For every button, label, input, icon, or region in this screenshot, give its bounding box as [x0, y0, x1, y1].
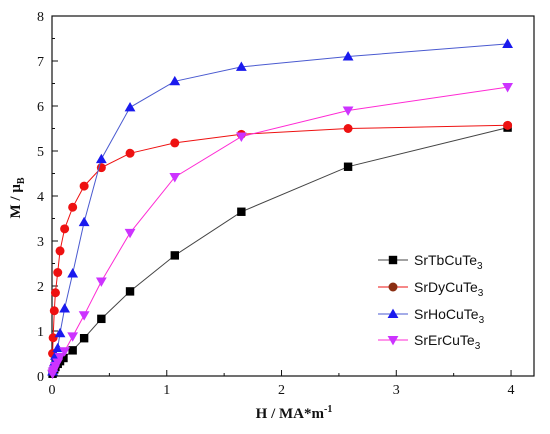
y-tick-label: 1	[37, 325, 44, 340]
data-point	[68, 346, 77, 355]
data-point	[170, 138, 180, 148]
data-point	[169, 75, 181, 86]
data-point	[59, 347, 71, 357]
data-point	[53, 268, 63, 277]
data-point	[50, 288, 60, 298]
x-tick-label: 1	[163, 383, 170, 398]
series-SrDyCuTe3	[48, 120, 513, 358]
data-point	[502, 38, 514, 48]
legend-marker	[388, 255, 398, 265]
data-point	[95, 153, 107, 164]
series-line	[52, 43, 508, 372]
data-point	[52, 342, 64, 353]
legend-label: SrTbCuTe3	[414, 252, 483, 272]
legend-marker	[387, 335, 399, 346]
data-point	[67, 268, 79, 278]
data-point	[124, 228, 136, 239]
data-point	[235, 61, 247, 71]
plot-frame	[51, 15, 535, 377]
x-tick-label: 2	[278, 383, 285, 398]
legend-item: SrErCuTe3	[378, 332, 481, 352]
legend-marker	[388, 282, 398, 292]
data-point	[503, 120, 513, 130]
data-point	[235, 132, 247, 142]
y-tick-label: 5	[37, 145, 44, 160]
legend-item: SrDyCuTe3	[378, 279, 484, 299]
data-point	[95, 277, 107, 287]
data-point	[343, 124, 353, 133]
y-tick-label: 6	[37, 100, 44, 115]
y-tick-label: 2	[37, 280, 44, 295]
data-point	[237, 207, 246, 216]
data-point	[68, 202, 78, 212]
y-tick-label: 0	[37, 370, 44, 385]
data-point	[49, 306, 59, 316]
data-point	[169, 173, 181, 183]
x-tick-label: 0	[49, 383, 56, 398]
data-point	[343, 162, 353, 171]
data-point	[79, 334, 89, 343]
legend-marker	[387, 308, 399, 319]
legend-label: SrErCuTe3	[414, 332, 481, 352]
data-point	[125, 148, 135, 158]
y-tick-label: 4	[37, 190, 44, 205]
data-point	[48, 333, 58, 343]
data-point	[78, 216, 90, 227]
data-point	[59, 303, 71, 313]
legend-label: SrDyCuTe3	[414, 279, 484, 299]
y-tick-label: 7	[37, 55, 44, 70]
legend-item: SrHoCuTe3	[378, 306, 485, 326]
data-point	[125, 287, 135, 296]
data-point	[97, 314, 106, 324]
legend-item: SrTbCuTe3	[378, 252, 483, 272]
data-point	[55, 246, 65, 256]
y-tick-label: 8	[37, 10, 44, 25]
data-point	[79, 181, 89, 191]
legend-label: SrHoCuTe3	[414, 306, 485, 326]
data-point	[124, 101, 136, 112]
data-point	[60, 224, 70, 234]
series-line	[52, 86, 508, 374]
data-point	[342, 106, 354, 116]
data-point	[170, 251, 179, 260]
x-axis-title: H / MA*m-1	[256, 404, 333, 422]
data-point	[67, 332, 79, 342]
x-tick-label: 3	[393, 383, 400, 398]
data-point	[342, 51, 354, 61]
y-axis-title: M / μB	[8, 177, 27, 218]
data-point	[59, 353, 68, 363]
series-SrHoCuTe3	[47, 38, 514, 376]
legend: SrTbCuTe3 SrDyCuTe3 SrHoCuTe3 SrErCuTe3	[378, 252, 485, 352]
data-point	[54, 353, 66, 363]
data-point	[78, 311, 90, 321]
series-SrErCuTe3	[47, 83, 514, 380]
y-tick-label: 3	[37, 235, 44, 250]
data-point	[502, 83, 514, 93]
data-point	[54, 327, 66, 338]
x-tick-label: 4	[508, 383, 515, 398]
